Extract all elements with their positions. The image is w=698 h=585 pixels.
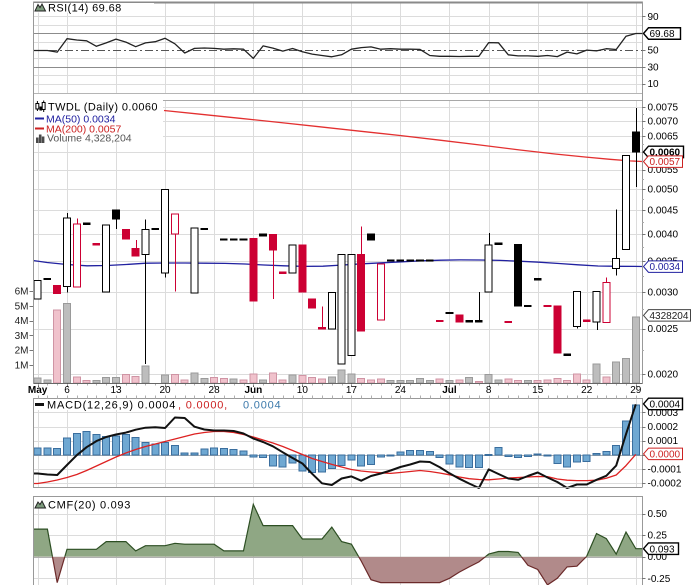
svg-text:29: 29 xyxy=(630,385,642,396)
svg-text:28: 28 xyxy=(209,385,221,396)
svg-text:0.0004: 0.0004 xyxy=(650,400,681,411)
svg-text:-0.0001: -0.0001 xyxy=(648,464,682,475)
svg-text:24: 24 xyxy=(395,385,407,396)
svg-text:Jul: Jul xyxy=(442,385,457,396)
svg-text:MA(200) 0.0057: MA(200) 0.0057 xyxy=(46,123,121,135)
svg-text:MA(50) 0.0034: MA(50) 0.0034 xyxy=(46,113,116,125)
svg-text:0.0004: 0.0004 xyxy=(243,399,281,411)
svg-text:0.50: 0.50 xyxy=(648,509,668,520)
svg-text:0.0040: 0.0040 xyxy=(648,229,679,240)
svg-text:10: 10 xyxy=(648,79,660,90)
svg-text:Volume 4,328,204: Volume 4,328,204 xyxy=(47,133,132,145)
svg-text:0.00: 0.00 xyxy=(648,552,668,563)
svg-text:0.093: 0.093 xyxy=(650,544,675,555)
svg-text:0.0060: 0.0060 xyxy=(650,148,681,159)
svg-text:50: 50 xyxy=(648,46,660,57)
svg-text:69.68: 69.68 xyxy=(650,29,675,40)
svg-text:0.0057: 0.0057 xyxy=(650,157,681,168)
svg-text:0.0050: 0.0050 xyxy=(648,184,679,195)
svg-text:0.0020: 0.0020 xyxy=(648,369,679,380)
svg-text:0.0025: 0.0025 xyxy=(648,324,679,335)
svg-text:, 0.0000,: , 0.0000, xyxy=(178,399,228,411)
svg-text:0.0002: 0.0002 xyxy=(648,422,679,433)
svg-text:0.0003: 0.0003 xyxy=(648,408,679,419)
svg-text:Jun: Jun xyxy=(244,385,262,396)
svg-text:0.0065: 0.0065 xyxy=(648,131,679,142)
svg-text:RSI(14) 69.68: RSI(14) 69.68 xyxy=(48,3,122,15)
svg-text:0.0034: 0.0034 xyxy=(650,262,681,273)
svg-text:22: 22 xyxy=(581,385,593,396)
svg-text:6M: 6M xyxy=(15,287,29,298)
svg-text:5M: 5M xyxy=(15,301,29,312)
svg-text:6: 6 xyxy=(64,385,70,396)
svg-text:3M: 3M xyxy=(15,331,29,342)
svg-text:-0.0002: -0.0002 xyxy=(648,478,682,489)
svg-text:TWDL (Daily) 0.0060: TWDL (Daily) 0.0060 xyxy=(48,102,158,114)
svg-text:30: 30 xyxy=(648,62,660,73)
svg-text:1M: 1M xyxy=(15,361,29,372)
svg-text:0.0075: 0.0075 xyxy=(648,102,679,113)
svg-text:-0.25: -0.25 xyxy=(648,574,671,585)
svg-text:0.0055: 0.0055 xyxy=(648,165,679,176)
svg-text:17: 17 xyxy=(346,385,358,396)
svg-text:May: May xyxy=(28,385,48,396)
svg-text:8: 8 xyxy=(486,385,492,396)
svg-text:0.0030: 0.0030 xyxy=(648,287,679,298)
svg-text:MACD(12,26,9) 0.0004: MACD(12,26,9) 0.0004 xyxy=(47,399,176,411)
svg-text:CMF(20) 0.093: CMF(20) 0.093 xyxy=(48,499,131,511)
svg-text:0.0070: 0.0070 xyxy=(648,116,679,127)
svg-text:90: 90 xyxy=(648,12,660,23)
svg-text:0.0001: 0.0001 xyxy=(648,436,679,447)
svg-text:0.0045: 0.0045 xyxy=(648,206,679,217)
svg-text:4M: 4M xyxy=(15,316,29,327)
svg-text:10: 10 xyxy=(297,385,309,396)
svg-text:13: 13 xyxy=(110,385,122,396)
svg-text:4328204: 4328204 xyxy=(650,311,689,322)
svg-text:0.25: 0.25 xyxy=(648,531,668,542)
svg-text:15: 15 xyxy=(532,385,544,396)
svg-text:0.0000: 0.0000 xyxy=(650,450,681,461)
svg-text:2M: 2M xyxy=(15,346,29,357)
svg-text:20: 20 xyxy=(160,385,172,396)
